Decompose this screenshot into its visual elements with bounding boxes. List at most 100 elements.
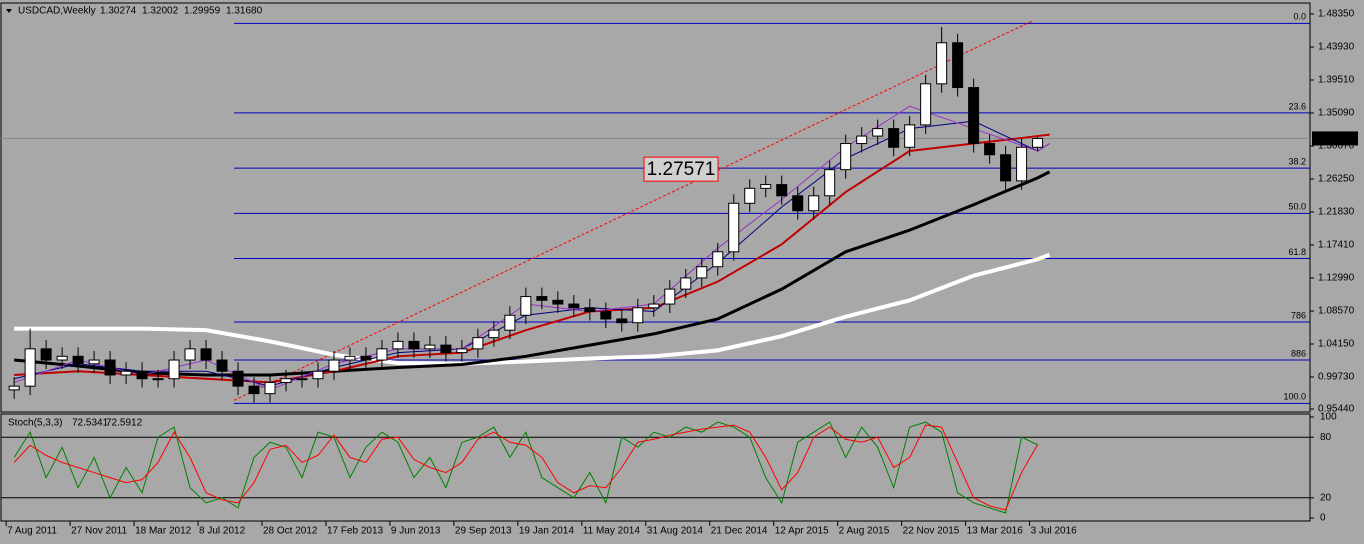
candle-body [824,169,836,197]
candle-body [792,195,804,212]
candle-body [648,303,660,309]
y-tick-label: 1.39510 [1318,75,1355,86]
x-tick-label: 2 Aug 2015 [839,526,890,537]
stoch-line [13,421,1038,514]
candle-body [88,359,100,365]
y-tick-label: 1.08570 [1318,306,1355,317]
candle-body [712,251,724,268]
candle-body [168,359,180,380]
candle-body [728,202,740,253]
candle-body [200,348,212,361]
candle-body [664,288,676,305]
candle-body [680,277,692,290]
x-tick-label: 11 May 2014 [583,526,641,537]
y-tick-label: 1.35090 [1318,108,1355,119]
candle-body [632,307,644,324]
candle-body [696,266,708,279]
x-tick-label: 27 Nov 2011 [71,526,127,537]
candle-body [984,143,996,156]
candle-body [184,348,196,361]
main-panel [0,2,1311,413]
candle-body [216,359,228,372]
y-tick-label: 0.99730 [1318,372,1355,383]
y-tick-label: 20 [1320,492,1332,503]
candle-body [24,348,36,387]
candle-body [760,184,772,189]
stoch-title: Stoch(5,3,3) [8,418,62,429]
fib-label: 50.0 [1288,202,1306,212]
candle-body [8,385,20,391]
moving-average [14,170,1051,377]
candle-body [40,348,52,361]
x-tick-label: 31 Aug 2014 [647,526,704,537]
stoch-signal-value: 72.5912 [106,418,143,429]
candle-body [552,299,564,305]
candle-body [120,370,132,376]
y-tick-label: 1.04150 [1318,339,1355,350]
moving-average [14,252,1051,366]
x-tick-label: 18 Mar 2012 [135,526,192,537]
fib-label: 100.0 [1283,392,1306,402]
y-tick-label: 0 [1320,513,1326,524]
stoch-line [13,424,1039,511]
candle-body [104,359,116,376]
fib-label: 886 [1291,348,1306,358]
x-tick-label: 9 Jun 2013 [391,526,441,537]
y-tick-label: 1.26250 [1318,174,1355,185]
x-tick-label: 19 Jan 2014 [519,526,574,537]
current-price-tag [1312,131,1358,146]
open-value: 1.30274 [100,6,137,17]
price-label: 1.27571 [647,159,716,180]
y-tick-label: 1.48350 [1318,9,1355,20]
fib-label: 38.2 [1288,157,1306,167]
candle-body [232,370,244,387]
moving-average [14,133,1050,384]
candle-body [904,124,916,148]
x-tick-label: 3 Jul 2016 [1031,526,1078,537]
candle-body [1000,154,1012,182]
x-tick-label: 21 Dec 2014 [711,526,768,537]
close-value: 1.31680 [226,6,263,17]
candle-body [1016,146,1028,182]
candle-body [936,42,948,85]
candle-body [456,348,468,354]
fib-label: 61.8 [1288,247,1306,257]
x-tick-label: 28 Oct 2012 [263,526,318,537]
candle-body [536,296,548,301]
candle-body [312,370,324,380]
menu-arrow [6,9,12,13]
fib-label: 23.6 [1288,101,1306,111]
stoch-main-value: 72.5341 [72,418,109,429]
x-tick-label: 8 Jul 2012 [199,526,246,537]
y-tick-label: 1.12990 [1318,273,1355,284]
x-tick-label: 12 Apr 2015 [775,526,829,537]
y-tick-label: 1.43930 [1318,42,1355,53]
candle-body [328,359,340,372]
candle-body [264,381,276,395]
high-value: 1.32002 [142,6,179,17]
candle-body [392,340,404,350]
y-tick-label: 1.21830 [1318,207,1355,218]
x-tick-label: 7 Aug 2011 [7,526,57,537]
x-tick-label: 17 Feb 2013 [327,526,384,537]
price-label-box [643,156,719,182]
candle-body [744,187,756,204]
y-tick-label: 100 [1320,412,1337,423]
candle-body [424,344,436,350]
candle-body [136,370,148,380]
candle-body [280,378,292,383]
candle-body [968,87,980,145]
current-price-label: 1.31680 [1318,133,1355,144]
candle-body [152,378,164,381]
candle-body [776,184,788,197]
candle-body [248,385,260,395]
candle-body [584,307,596,313]
candle-body [840,143,852,171]
candle-body [440,344,452,354]
y-tick-label: 1.17410 [1318,240,1355,251]
candle-body [72,355,84,365]
candle-body [488,329,500,339]
candle-body [952,42,964,89]
chart-title: USDCAD,Weekly [18,6,96,17]
fib-label: 0.0 [1293,12,1306,22]
